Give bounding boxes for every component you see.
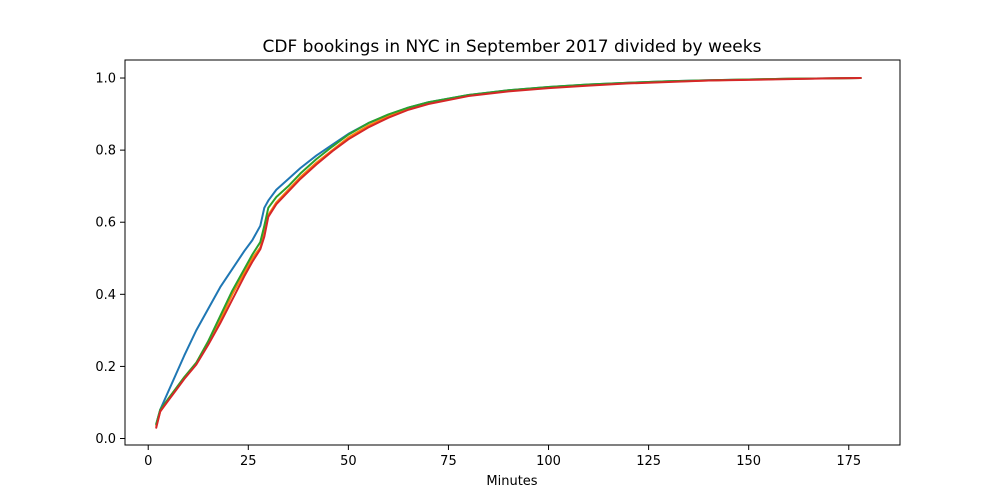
series-line-1 xyxy=(155,77,862,426)
x-axis-label: Minutes xyxy=(486,474,537,489)
y-tick-label: 1.0 xyxy=(95,72,116,87)
x-tick-label: 0 xyxy=(144,454,152,469)
plot-frame xyxy=(124,59,901,446)
y-tick-label: 0.6 xyxy=(95,216,116,231)
x-tick-label: 125 xyxy=(636,454,661,469)
series-line-3 xyxy=(155,77,862,426)
series-layer xyxy=(155,77,862,429)
y-tick-label: 0.2 xyxy=(95,360,116,375)
x-tick-label: 25 xyxy=(240,454,257,469)
x-tick-label: 175 xyxy=(836,454,861,469)
x-tick-label: 50 xyxy=(340,454,357,469)
y-tick-label: 0.8 xyxy=(95,144,116,159)
y-tick-label: 0.4 xyxy=(95,288,116,303)
series-line-4 xyxy=(155,77,862,429)
x-tick-label: 100 xyxy=(536,454,561,469)
series-line-2 xyxy=(155,77,862,427)
chart-title: CDF bookings in NYC in September 2017 di… xyxy=(263,37,762,57)
x-tick-label: 150 xyxy=(736,454,761,469)
axes-layer: 0 25 50 75 100 125 150 175 0.0 0.2 0.4 0.6 0.8 1.0 xyxy=(95,59,901,469)
y-tick-label: 0.0 xyxy=(95,432,116,447)
x-tick-label: 75 xyxy=(440,454,457,469)
